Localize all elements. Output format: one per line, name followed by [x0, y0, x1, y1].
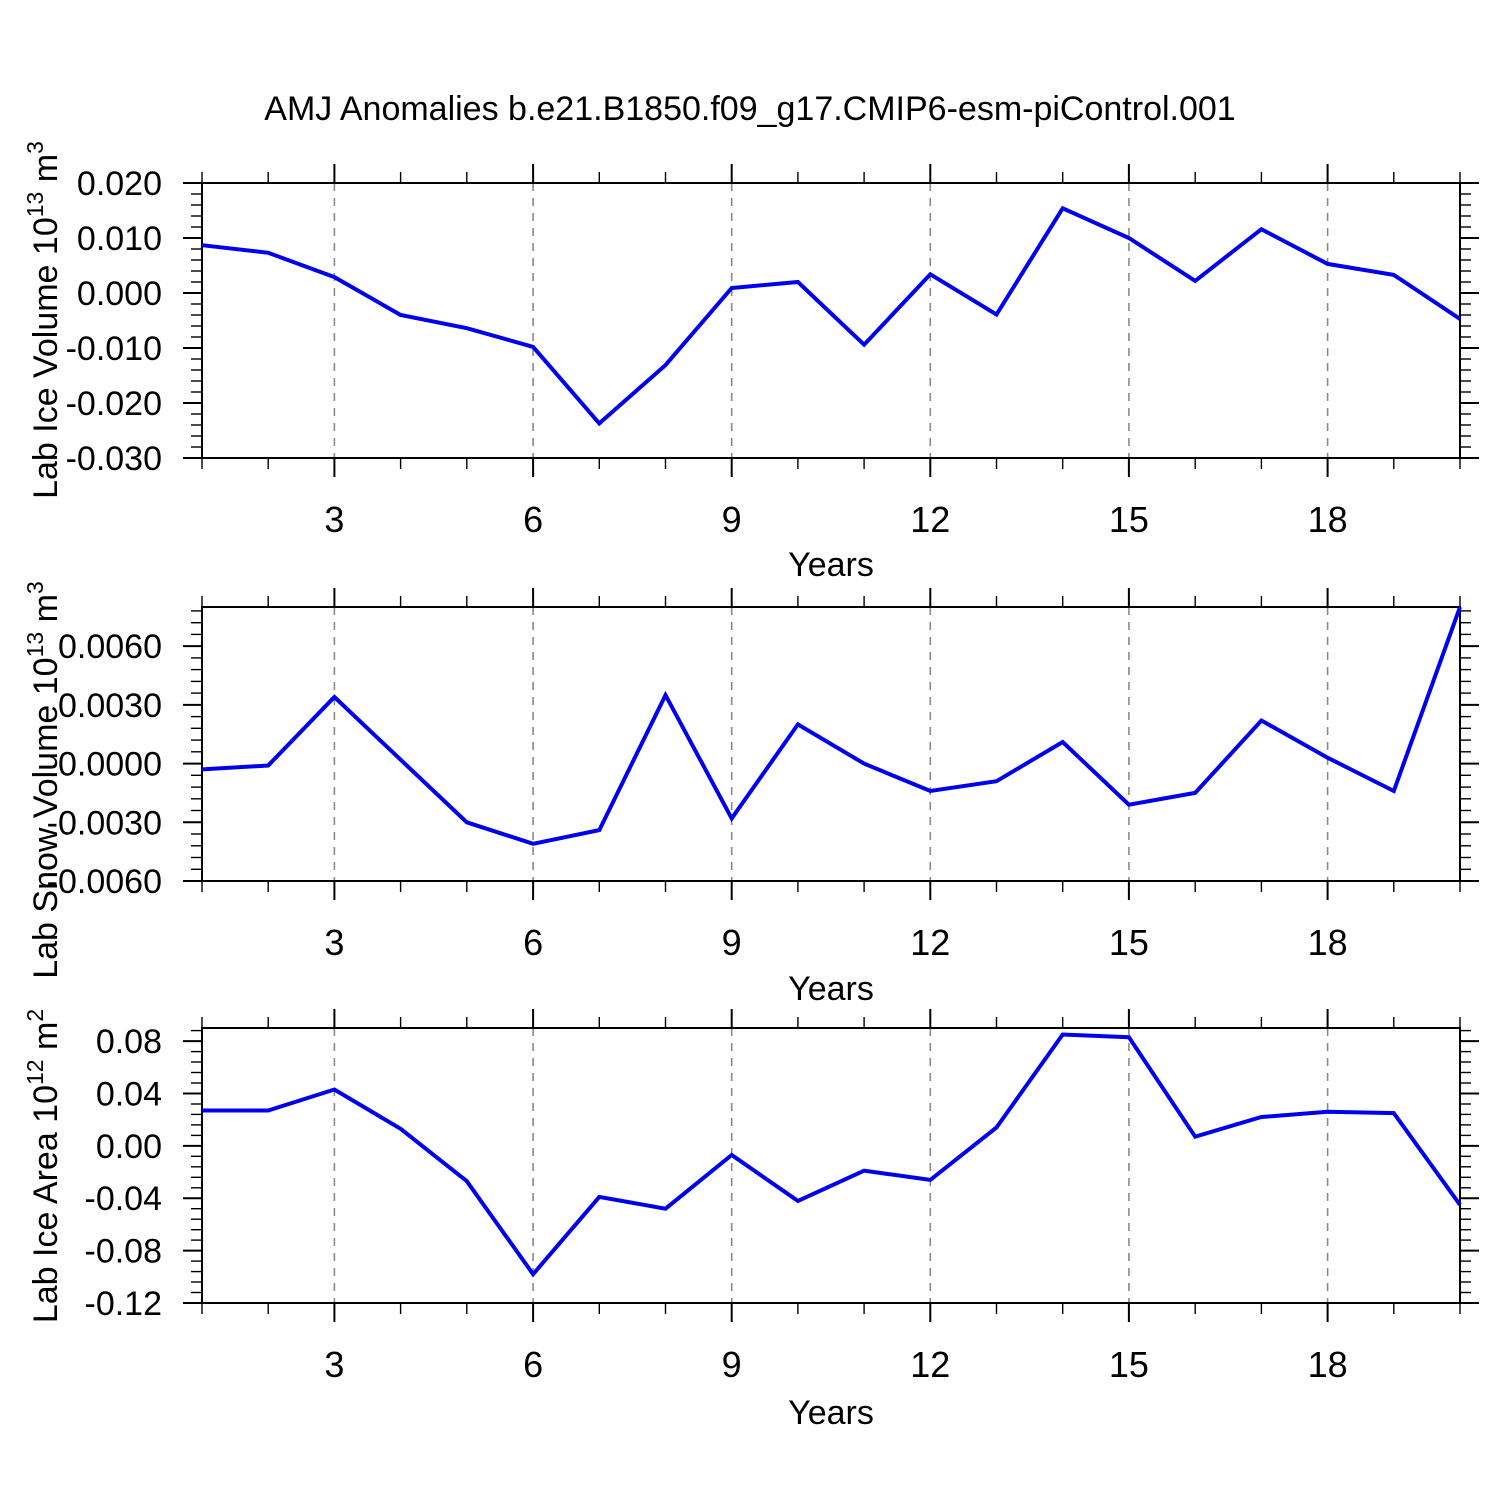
data-line-top: [201, 205, 1462, 427]
x-tick-label: 12: [910, 922, 950, 963]
y-axis-title-exponent: 13: [22, 191, 48, 218]
y-tick-label: 0.04: [96, 1076, 162, 1114]
x-tick-label: 18: [1308, 499, 1348, 540]
x-axis-title-panel-3: Years: [788, 1394, 874, 1432]
y-axis-title-exponent: 13: [22, 631, 48, 658]
x-tick-label: 3: [324, 1344, 344, 1385]
x-tick-label: 6: [523, 499, 543, 540]
x-tick-label: 6: [523, 1344, 543, 1385]
x-tick-label: 6: [523, 922, 543, 963]
y-tick-label: -0.04: [85, 1180, 163, 1218]
y-axis-title-unit: m: [27, 1021, 65, 1060]
y-tick-label: 0.010: [77, 220, 162, 258]
x-tick-label: 18: [1308, 922, 1348, 963]
x-tick-label: 15: [1109, 922, 1149, 963]
y-tick-label: 0.0000: [58, 746, 162, 784]
y-tick-label: -0.0030: [47, 804, 162, 842]
y-axis-title-unit-exponent: 3: [22, 581, 48, 595]
y-tick-label: -0.010: [66, 330, 162, 368]
y-tick-label: 0.0060: [58, 628, 162, 666]
y-axis-title-text: Lab Ice Area 10: [27, 1084, 65, 1324]
y-axis-title-unit: m: [27, 153, 65, 192]
x-tick-label: 3: [324, 922, 344, 963]
x-tick-label: 9: [722, 922, 742, 963]
y-axis-title-exponent: 12: [22, 1059, 48, 1085]
x-axis-title-panel-1: Years: [788, 546, 874, 584]
y-tick-label: 0.00: [96, 1128, 162, 1166]
y-tick-label: -0.08: [85, 1233, 163, 1271]
y-tick-label: -0.12: [85, 1285, 163, 1323]
y-axis-title-unit: m: [27, 594, 65, 632]
x-tick-label: 18: [1308, 1344, 1348, 1385]
plot-frame: [201, 606, 1461, 882]
y-tick-label: -0.0060: [47, 863, 162, 901]
data-line-middle: [201, 606, 1462, 846]
y-tick-label: 0.000: [77, 275, 162, 313]
y-axis-title-unit-exponent: 2: [22, 1008, 48, 1022]
plot-frame: [201, 1027, 1461, 1304]
x-tick-label: 3: [324, 499, 344, 540]
y-tick-label: 0.08: [96, 1023, 162, 1061]
data-line-bottom: [202, 1032, 1462, 1278]
plot-frame: [201, 182, 1461, 459]
y-axis-title-ice-area: Lab Ice Area 1012 m2: [22, 1009, 66, 1323]
y-tick-label: 0.0030: [58, 687, 162, 725]
x-tick-label: 12: [910, 1344, 950, 1385]
figure-title: AMJ Anomalies b.e21.B1850.f09_g17.CMIP6-…: [264, 90, 1236, 128]
y-tick-label: 0.020: [77, 165, 162, 203]
y-axis-title-ice-volume: Lab Ice Volume 1013 m3: [22, 141, 66, 499]
x-tick-label: 9: [722, 499, 742, 540]
y-tick-label: -0.030: [66, 440, 162, 478]
y-axis-title-unit-exponent: 3: [22, 141, 48, 154]
x-tick-label: 12: [910, 499, 950, 540]
y-axis-title-text: Lab Snow Volume 10: [27, 657, 65, 979]
x-tick-label: 15: [1109, 499, 1149, 540]
y-axis-title-text: Lab Ice Volume 10: [27, 217, 65, 499]
panel-1: 0.020 0.010 0.000 -0.010 -0.020 -0.030 3 6 9 12 15…: [66, 164, 1479, 540]
x-tick-label: 9: [722, 1344, 742, 1385]
panel-3: 0.08 0.04 0.00 -0.04 -0.08 -0.12 3 6 9 12 15 18: [85, 1009, 1479, 1385]
panel-2: 0.0060 0.0030 0.0000 -0.0030 -0.0060 3 6 9 12 15 1…: [47, 588, 1479, 963]
y-tick-label: -0.020: [66, 385, 162, 423]
y-axis-title-snow-volume: Lab Snow Volume 1013 m3: [22, 581, 66, 979]
x-tick-label: 15: [1109, 1344, 1149, 1385]
x-axis-title-panel-2: Years: [788, 970, 874, 1008]
